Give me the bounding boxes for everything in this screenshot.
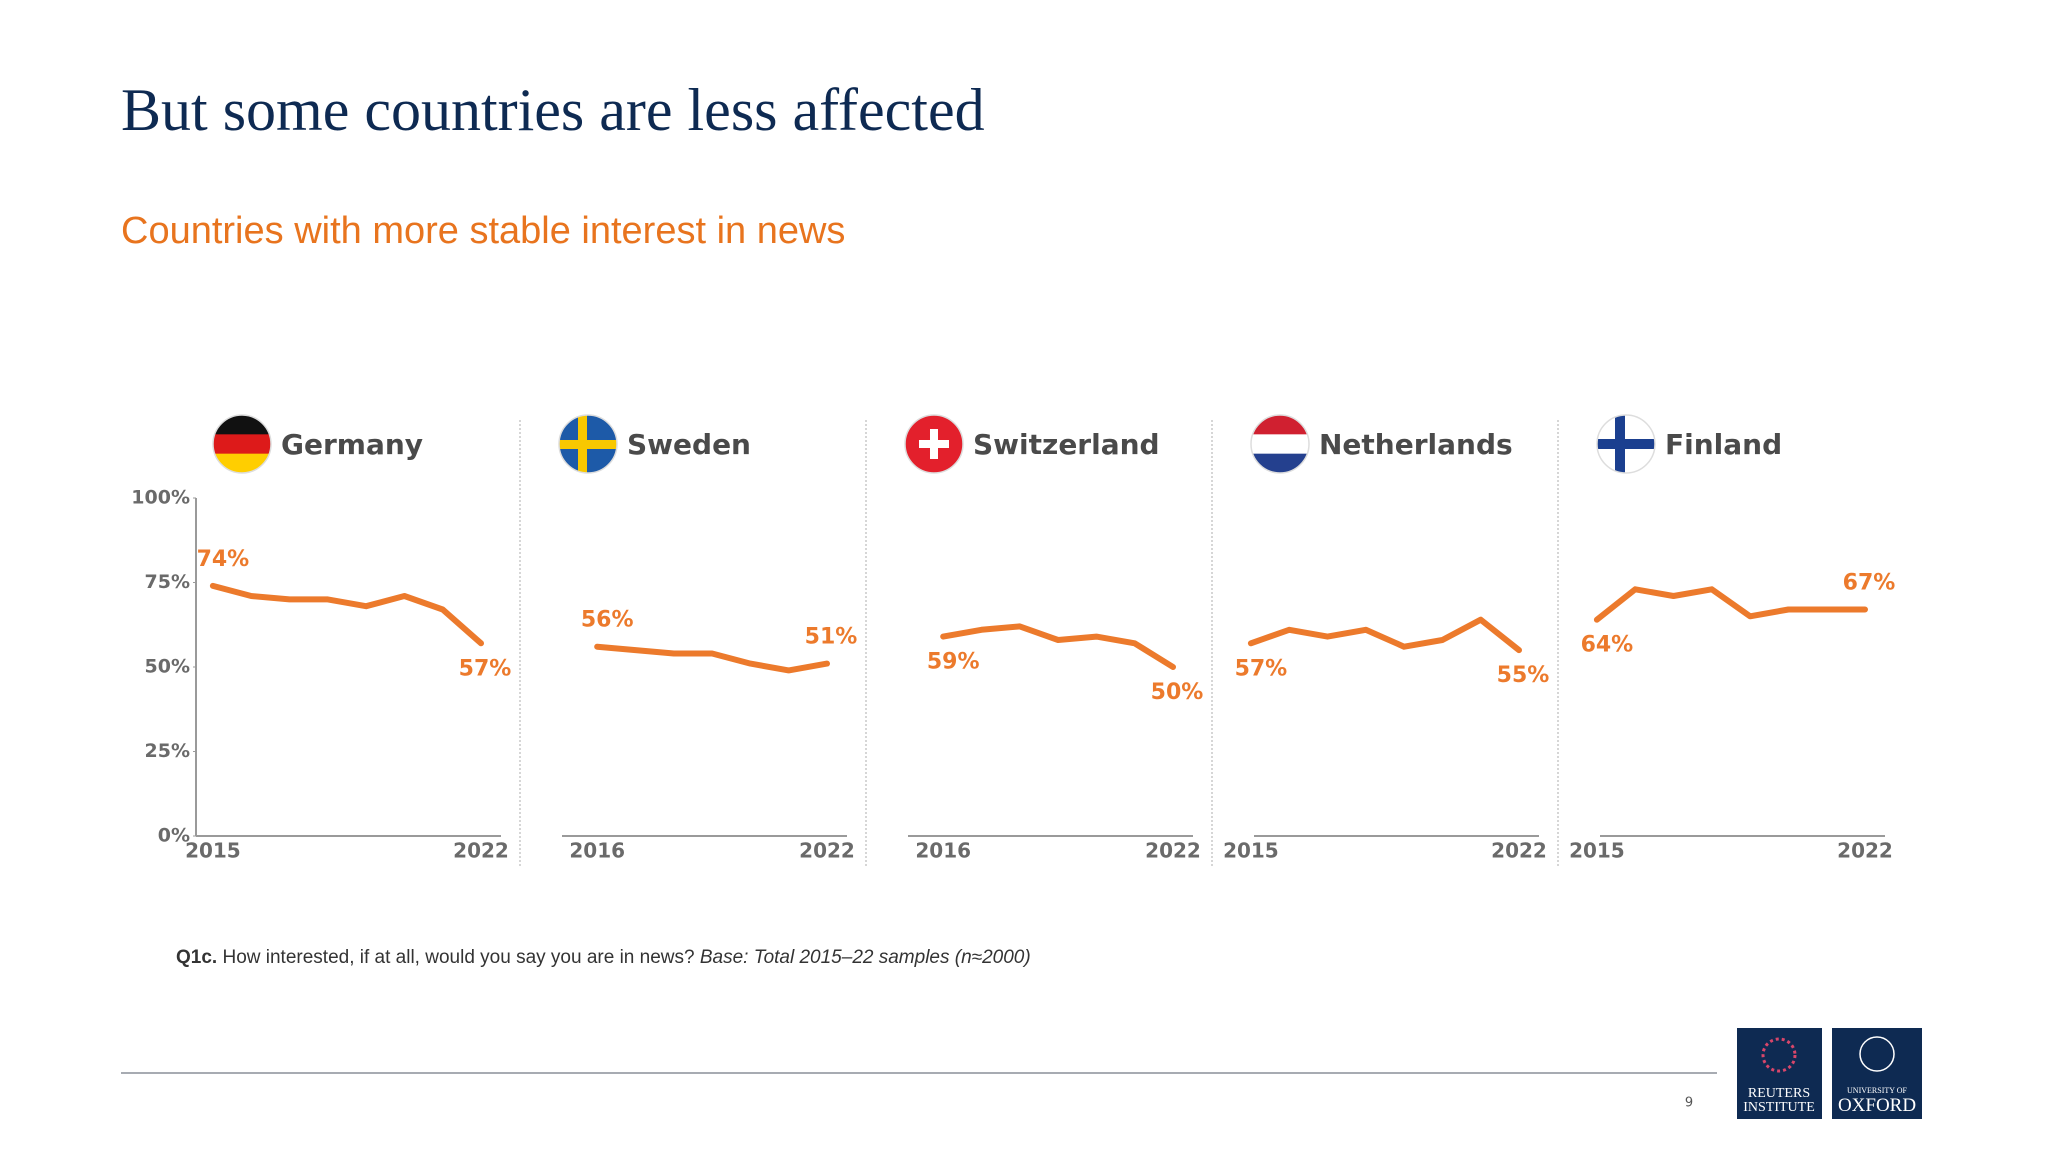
x-tick-label: 2022: [453, 839, 509, 863]
flag: [559, 415, 617, 473]
flag-stripe: [1251, 415, 1309, 435]
slide-title: But some countries are less affected: [121, 77, 985, 143]
x-tick-label: 2022: [799, 839, 855, 863]
flag-rim: [1250, 414, 1310, 474]
value-label: 57%: [459, 656, 512, 681]
logo-text: INSTITUTE: [1743, 1100, 1815, 1115]
flag-stripe: [1251, 453, 1309, 473]
x-tick-label: 2015: [1569, 839, 1625, 863]
value-label: 50%: [1151, 680, 1204, 705]
flag-stripe: [213, 415, 271, 435]
flag-cross: [559, 440, 617, 449]
footnote-base: Base: Total 2015–22 samples (n≈2000): [700, 947, 1031, 968]
data-line: [209, 582, 484, 647]
panel-title: Switzerland: [973, 428, 1160, 461]
flag-stripe: [213, 453, 271, 473]
flag-rim: [904, 414, 964, 474]
data-line: [940, 623, 1176, 670]
flag-rim: [1596, 414, 1656, 474]
flag-rim: [212, 414, 272, 474]
panel-title: Sweden: [627, 428, 751, 461]
flag-stripe: [213, 434, 271, 455]
y-tick-label: 25%: [145, 740, 190, 762]
flag-rim: [558, 414, 618, 474]
oxford-logo: [1832, 1028, 1922, 1119]
data-line: [1247, 616, 1522, 654]
reuters-logo: [1737, 1028, 1822, 1119]
value-label: 64%: [1581, 633, 1634, 658]
y-tick-label: 100%: [131, 487, 190, 509]
oxford-crest: [1859, 1036, 1895, 1072]
y-tick-label: 75%: [145, 571, 190, 593]
reuters-emblem: [1761, 1037, 1797, 1073]
value-label: 67%: [1843, 571, 1896, 596]
data-line: [594, 643, 830, 674]
value-label: 59%: [927, 650, 980, 675]
flag: [1597, 415, 1655, 473]
footnote-code: Q1c.: [176, 947, 217, 968]
x-tick-label: 2022: [1837, 839, 1893, 863]
value-label: 55%: [1497, 663, 1550, 688]
x-tick-label: 2022: [1491, 839, 1547, 863]
footnote-question: How interested, if at all, would you say…: [222, 947, 694, 968]
charts: Germany 0% 25% 50% 75% 100% 2015 2022 74% 57% Swed…: [131, 414, 1896, 868]
logo-text: UNIVERSITY OF: [1847, 1086, 1907, 1095]
panel-title: Germany: [281, 428, 423, 461]
x-tick-label: 2022: [1145, 839, 1201, 863]
x-tick-label: 2016: [915, 839, 971, 863]
logo-text: OXFORD: [1838, 1095, 1916, 1116]
flag-cross: [1615, 415, 1625, 473]
flag-cross: [919, 440, 949, 448]
panel-title: Finland: [1665, 428, 1782, 461]
x-tick-label: 2015: [185, 839, 241, 863]
value-label: 74%: [197, 547, 250, 572]
y-tick-label: 0%: [158, 825, 190, 847]
value-label: 57%: [1235, 656, 1288, 681]
value-label: 51%: [805, 625, 858, 650]
value-label: 56%: [581, 608, 634, 633]
panel-title: Netherlands: [1319, 428, 1513, 461]
flag-cross: [1597, 439, 1655, 449]
y-tick-label: 50%: [145, 656, 190, 678]
x-tick-label: 2015: [1223, 839, 1279, 863]
flag-cross: [578, 415, 587, 473]
flag-stripe: [1251, 434, 1309, 455]
footnote: Q1c. How interested, if at all, would yo…: [176, 947, 1031, 968]
logo-text: REUTERS: [1748, 1086, 1810, 1101]
flag: [1251, 415, 1309, 473]
x-tick-label: 2016: [569, 839, 625, 863]
page-number: 9: [1685, 1096, 1693, 1111]
flag: [213, 415, 271, 473]
flag: [905, 415, 963, 473]
data-line: [1593, 586, 1868, 623]
slide-subtitle: Countries with more stable interest in n…: [121, 210, 845, 252]
